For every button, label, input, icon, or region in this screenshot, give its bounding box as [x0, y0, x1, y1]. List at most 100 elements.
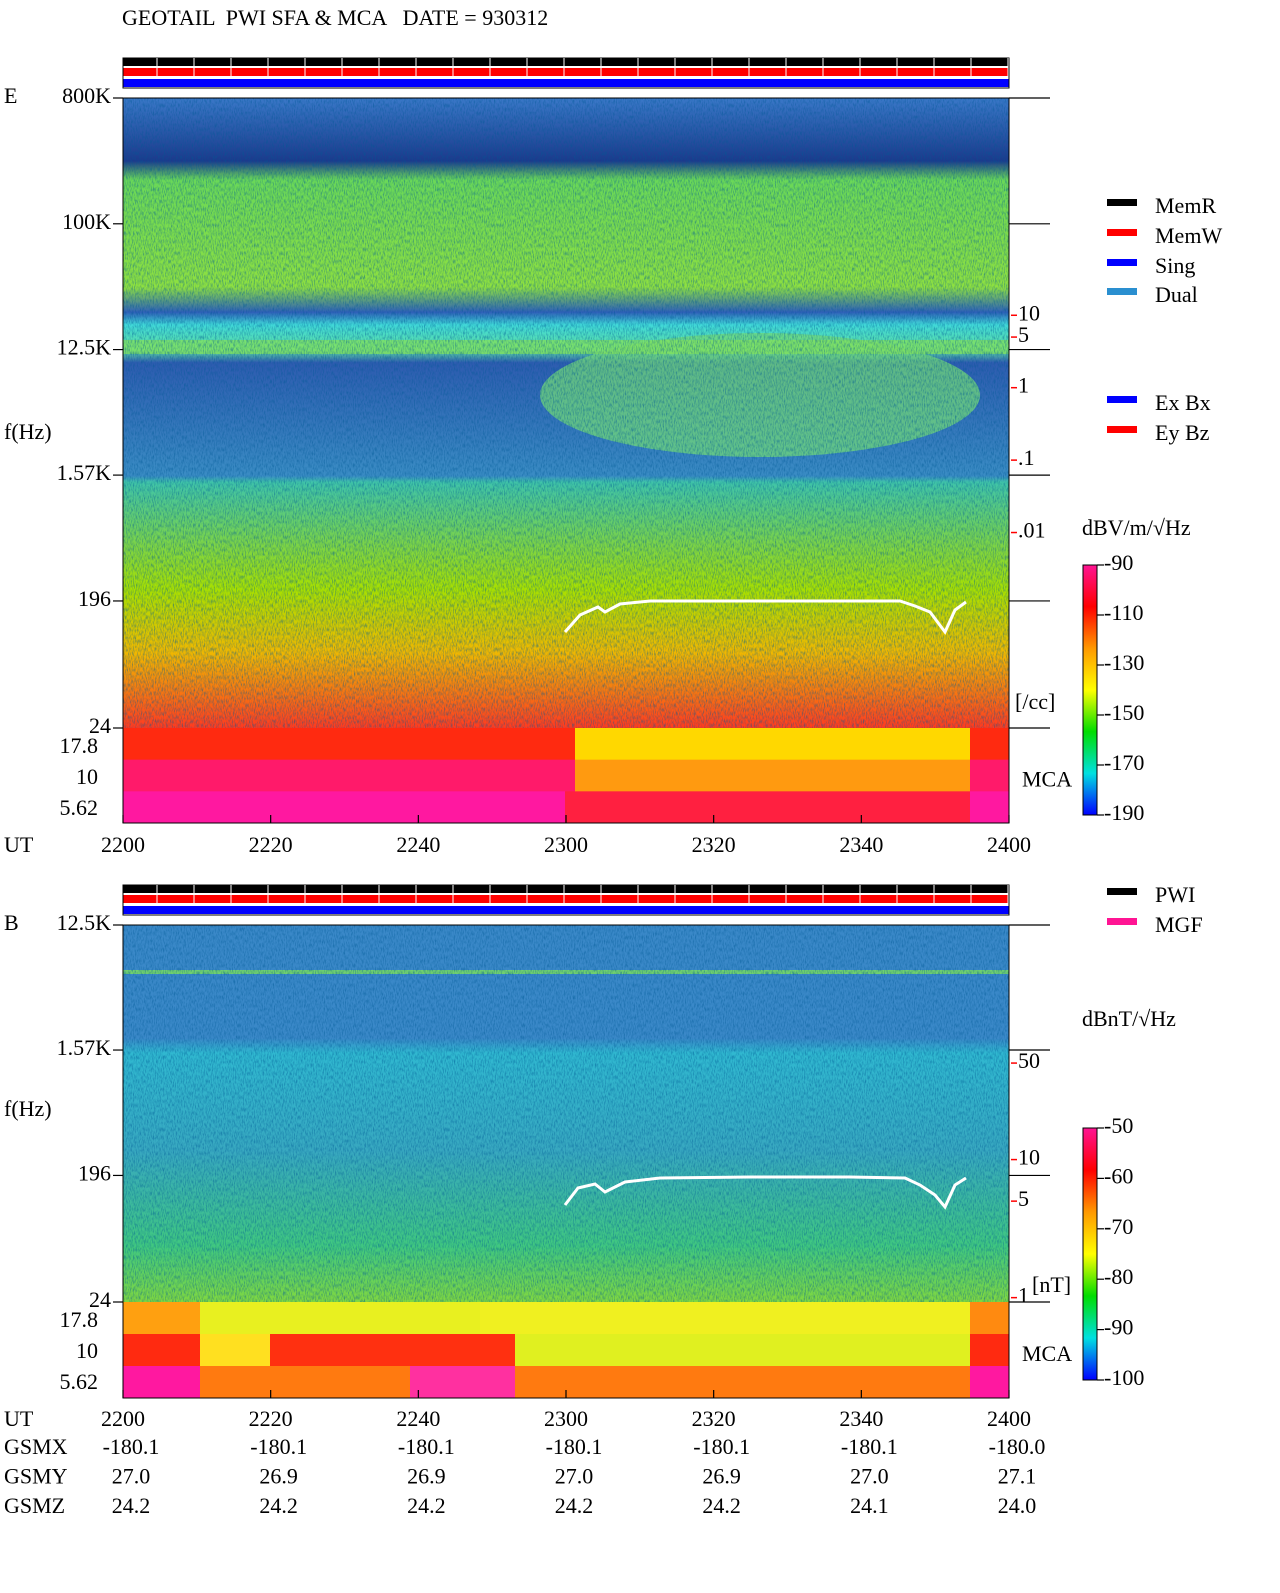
orbit-value: -180.1 [693, 1434, 750, 1459]
mca-strip [970, 728, 1009, 761]
colorbar-tick-label: -150 [1104, 700, 1144, 725]
orbit-value: -180.1 [103, 1434, 160, 1459]
orbit-value: 27.0 [112, 1464, 151, 1489]
orbit-value: 26.9 [259, 1464, 298, 1489]
mca-label: MCA [1022, 767, 1072, 792]
y-tick-label: 100K [62, 209, 111, 234]
legend-swatch [1107, 288, 1137, 295]
colorbar-tick-label: -80 [1104, 1264, 1133, 1289]
colorbar-label: dBnT/√Hz [1082, 1006, 1176, 1031]
mca-strip [970, 759, 1009, 792]
colorbar-tick-label: -60 [1104, 1163, 1133, 1188]
status-bar [123, 885, 1009, 893]
y2-tick-label: 1 [1018, 373, 1029, 398]
y2-tick-label: 5 [1018, 1186, 1029, 1211]
status-frame [122, 884, 1010, 916]
orbit-value: 26.9 [407, 1464, 446, 1489]
mca-strip [200, 1366, 410, 1399]
y-tick-label: 196 [78, 586, 111, 611]
colorbar-tick-label: -130 [1104, 650, 1144, 675]
legend-swatch [1107, 229, 1137, 236]
orbit-value: 24.2 [555, 1493, 594, 1518]
y-tick-label: 24 [89, 713, 111, 738]
legend-label: MGF [1155, 912, 1203, 937]
mca-channel-label: 5.62 [60, 795, 99, 820]
y-axis-label: f(Hz) [4, 419, 52, 444]
status-bar [123, 79, 1009, 87]
status-bar [123, 895, 1009, 903]
orbit-value: -180.0 [989, 1434, 1046, 1459]
x-tick-label: 2400 [987, 832, 1031, 857]
mca-strip [575, 728, 970, 761]
mca-strip [123, 1366, 200, 1399]
x-tick-label: 2200 [101, 1406, 145, 1431]
mca-strip [270, 1334, 515, 1367]
y-tick-label: 800K [62, 83, 111, 108]
colorbar-tick-label: -90 [1104, 550, 1133, 575]
y2-tick-label: 1 [1018, 1283, 1029, 1308]
y-tick-label: 24 [89, 1287, 111, 1312]
mca-strip [123, 728, 575, 761]
mca-strip [123, 1302, 200, 1335]
y-tick-label: 1.57K [57, 460, 112, 485]
status-bar [123, 58, 1009, 66]
mca-strip [123, 791, 565, 824]
y2-tick-label: .01 [1018, 518, 1046, 543]
colorbar-tick-label: -70 [1104, 1214, 1133, 1239]
mca-strip [123, 1334, 200, 1367]
legend-label: Sing [1155, 253, 1195, 278]
orbit-value: 27.0 [555, 1464, 594, 1489]
x-tick-label: 2400 [987, 1406, 1031, 1431]
mca-strip [970, 791, 1009, 824]
spectrogram-noise [123, 925, 1009, 1302]
colorbar [1082, 1127, 1098, 1381]
panel-label: E [4, 83, 17, 108]
y-tick-label: 12.5K [57, 910, 112, 935]
x-tick-label: 2320 [692, 1406, 736, 1431]
colorbar-tick-label: -100 [1104, 1365, 1144, 1390]
orbit-value: -180.1 [546, 1434, 603, 1459]
orbit-value: 27.0 [850, 1464, 889, 1489]
density-trace [563, 1175, 967, 1210]
colorbar-tick-label: -90 [1104, 1315, 1133, 1340]
x-tick-label: 2220 [249, 832, 293, 857]
legend-swatch [1107, 199, 1137, 206]
mca-channel-label: 5.62 [60, 1369, 99, 1394]
mca-strip [565, 791, 970, 824]
x-tick-label: 2200 [101, 832, 145, 857]
legend-swatch [1107, 918, 1137, 925]
orbit-value: 24.2 [259, 1493, 298, 1518]
colorbar-tick-label: -190 [1104, 800, 1144, 825]
orbit-value: 24.2 [112, 1493, 151, 1518]
x-tick-label: 2240 [396, 1406, 440, 1431]
x-tick-label: 2340 [839, 832, 883, 857]
y2-tick-label: 5 [1018, 322, 1029, 347]
y2-tick-label: 50 [1018, 1048, 1040, 1073]
y-tick-label: 1.57K [57, 1035, 112, 1060]
mca-channel-label: 10 [76, 1338, 98, 1363]
mca-label: MCA [1022, 1341, 1072, 1366]
x-tick-label: 2300 [544, 832, 588, 857]
mca-strip [970, 1302, 1009, 1335]
orbit-value: 24.2 [407, 1493, 446, 1518]
mca-strip [970, 1334, 1009, 1367]
x-tick-label: 2340 [839, 1406, 883, 1431]
orbit-row-label: GSMY [4, 1464, 68, 1489]
legend-label: Dual [1155, 282, 1198, 307]
orbit-value: -180.1 [250, 1434, 307, 1459]
y2-unit: [nT] [1032, 1272, 1071, 1297]
panel-label: B [4, 910, 19, 935]
colorbar-tick-label: -170 [1104, 750, 1144, 775]
colorbar [1082, 564, 1098, 816]
y-tick-label: 196 [78, 1160, 111, 1185]
spectrogram-noise [123, 98, 1009, 728]
x-tick-label: 2320 [692, 832, 736, 857]
mca-strip [200, 1302, 480, 1335]
orbit-value: 24.0 [998, 1493, 1037, 1518]
legend-label: Ex Bx [1155, 390, 1211, 415]
y2-tick-label: 10 [1018, 1145, 1040, 1170]
orbit-value: -180.1 [841, 1434, 898, 1459]
legend-swatch [1107, 396, 1137, 403]
legend-swatch [1107, 426, 1137, 433]
status-bar [123, 68, 1009, 76]
